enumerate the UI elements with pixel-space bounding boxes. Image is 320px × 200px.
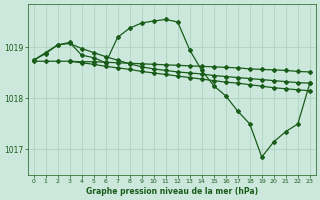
X-axis label: Graphe pression niveau de la mer (hPa): Graphe pression niveau de la mer (hPa) (86, 187, 258, 196)
